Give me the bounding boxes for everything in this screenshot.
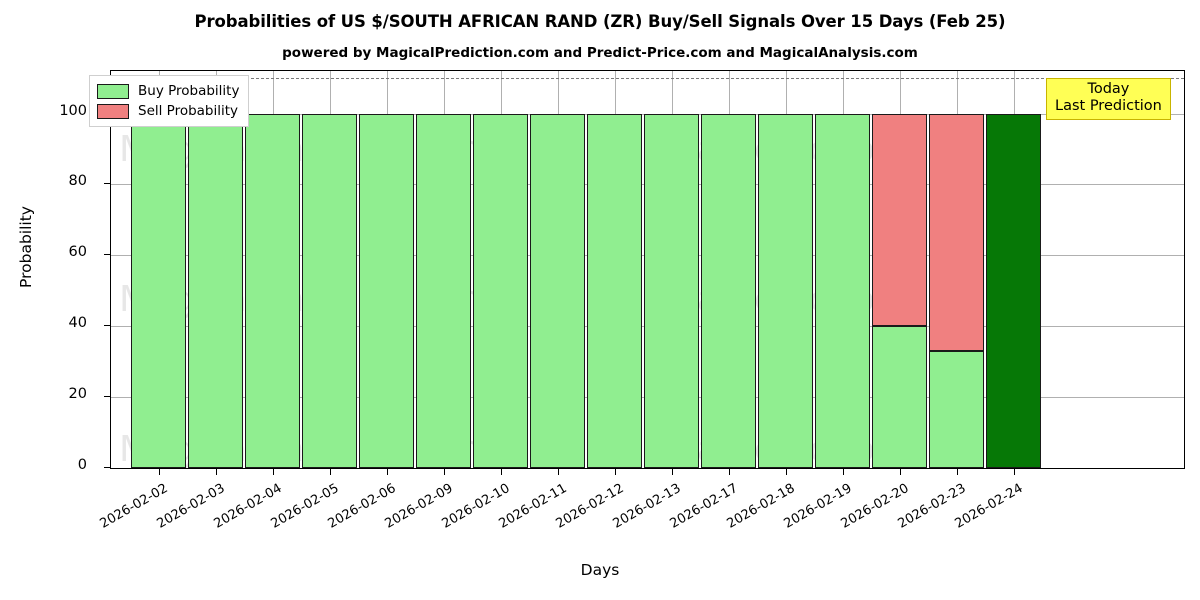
bar-group[interactable] [701,71,756,468]
bar-segment-buy[interactable] [587,113,642,468]
bar-segment-buy[interactable] [701,113,756,468]
bar-group[interactable] [302,71,357,468]
bar-segment-buy[interactable] [758,113,813,468]
x-axis-tick-mark [671,469,673,475]
legend-item-label: Buy Probability [138,83,240,99]
x-axis-tick-mark [386,469,388,475]
y-axis-tick-mark [104,183,110,185]
x-axis-tick-mark [899,469,901,475]
bar-segment-today[interactable] [986,113,1041,468]
bar-segment-buy[interactable] [188,113,243,468]
x-axis-tick-mark [500,469,502,475]
y-axis-tick-mark [104,254,110,256]
x-axis-tick-mark [842,469,844,475]
y-axis-tick-label: 100 [59,102,87,119]
bar-group[interactable] [416,71,471,468]
bar-segment-buy[interactable] [473,113,528,468]
bar-segment-buy[interactable] [530,113,585,468]
x-axis-tick-mark [215,469,217,475]
bar-group[interactable] [473,71,528,468]
bar-group[interactable] [131,71,186,468]
today-annotation: Today Last Prediction [1046,78,1171,121]
x-axis-tick-mark [158,469,160,475]
y-axis-tick-mark [104,396,110,398]
bar-group[interactable] [815,71,870,468]
bar-segment-buy[interactable] [815,113,870,468]
y-axis-tick-mark [104,467,110,468]
x-axis-tick-mark [614,469,616,475]
bar-segment-buy[interactable] [416,113,471,468]
bar-group[interactable] [245,71,300,468]
plot-area: MagicalAnalysis.comMagicaPrediction.comM… [110,70,1185,469]
y-axis-tick-mark [104,325,110,327]
bar-segment-buy[interactable] [245,113,300,468]
y-axis-tick-label: 60 [68,244,87,261]
x-axis-tick-mark [1013,469,1015,475]
bar-group[interactable] [929,71,984,468]
legend-item[interactable]: Buy Probability [97,81,239,101]
bar-group[interactable] [872,71,927,468]
today-annotation-line2: Last Prediction [1055,98,1162,115]
bar-segment-buy[interactable] [131,113,186,468]
bar-group[interactable] [359,71,414,468]
bar-segment-sell[interactable] [929,113,984,352]
legend-item-label: Sell Probability [138,103,239,119]
y-axis-tick-label: 20 [68,386,87,403]
bar-group[interactable] [188,71,243,468]
x-axis-tick-mark [272,469,274,475]
chart-legend: Buy Probability Sell Probability [89,75,250,127]
x-axis-tick-mark [956,469,958,475]
x-axis-label: Days [580,561,620,579]
x-axis-tick-mark [557,469,559,475]
y-axis-tick-label: 0 [77,457,87,473]
bar-group[interactable] [758,71,813,468]
bar-segment-buy[interactable] [359,113,414,468]
x-axis-tick-mark [728,469,730,475]
threshold-dashed-line [111,78,1184,80]
bar-segment-buy[interactable] [929,351,984,468]
today-annotation-line1: Today [1087,81,1130,97]
bar-group[interactable] [644,71,699,468]
bar-group[interactable] [587,71,642,468]
bar-segment-buy[interactable] [644,113,699,468]
x-axis-tick-mark [785,469,787,475]
bar-segment-buy[interactable] [872,326,927,468]
legend-swatch-icon [97,103,129,119]
y-axis-label: Probability [17,206,35,288]
legend-swatch-icon [97,83,129,99]
y-axis-tick-label: 40 [68,315,87,332]
x-axis-tick-mark [443,469,445,475]
bar-segment-sell[interactable] [872,113,927,327]
x-axis-tick-mark [329,469,331,475]
chart-title: Probabilities of US $/SOUTH AFRICAN RAND… [194,12,1006,31]
bar-segment-buy[interactable] [302,113,357,468]
y-axis-tick-label: 80 [68,173,87,190]
bar-group[interactable] [986,71,1041,468]
legend-item[interactable]: Sell Probability [97,101,239,121]
chart-subtitle: powered by MagicalPrediction.com and Pre… [282,45,918,61]
bar-group[interactable] [530,71,585,468]
